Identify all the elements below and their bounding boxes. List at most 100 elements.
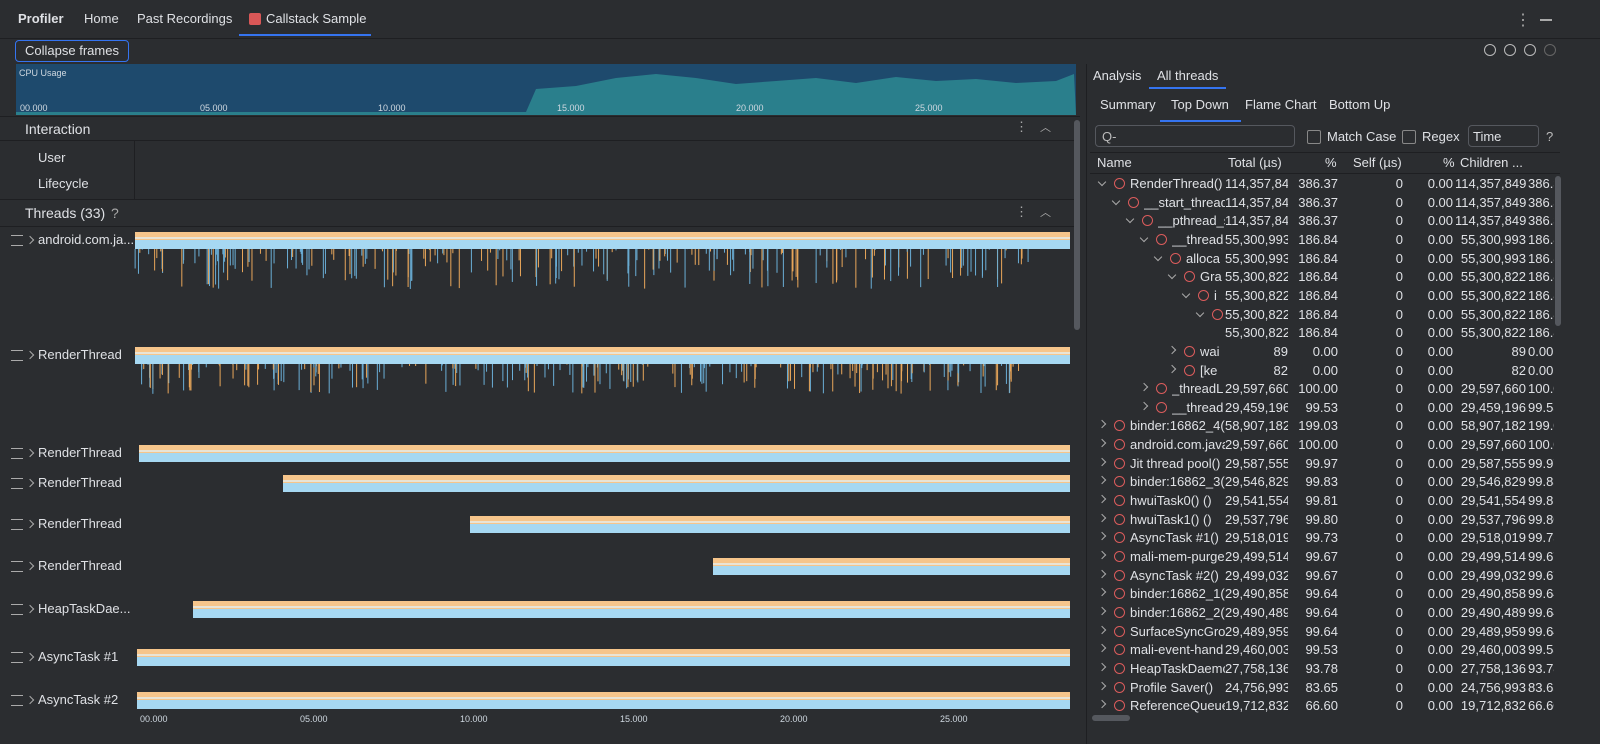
thread-name[interactable]: RenderThread	[38, 475, 122, 490]
expand-icon[interactable]	[1097, 550, 1107, 560]
column-header[interactable]: Name	[1097, 155, 1132, 170]
scrollbar[interactable]	[1092, 715, 1130, 721]
cpu-tick-label: 05.000	[200, 103, 228, 113]
track-icon[interactable]	[11, 652, 23, 663]
thread-name[interactable]: android.com.ja...	[38, 232, 135, 247]
expand-icon[interactable]	[1097, 438, 1107, 448]
tab[interactable]: Home	[84, 11, 119, 26]
method-icon	[1184, 271, 1195, 283]
track-icon[interactable]	[11, 350, 23, 361]
expand-icon[interactable]	[1167, 364, 1177, 373]
expand-icon[interactable]	[1139, 401, 1149, 411]
track-icon[interactable]	[11, 478, 23, 489]
expand-icon[interactable]	[1139, 382, 1149, 392]
timeline-tick-label: 05.000	[300, 714, 328, 724]
subtab[interactable]: Summary	[1100, 97, 1156, 112]
metric-value: 29,490,858	[1225, 586, 1288, 602]
zoom-out[interactable]	[1484, 44, 1496, 56]
method-name: Gra	[1200, 269, 1222, 285]
expand-icon[interactable]	[1097, 532, 1107, 541]
track-icon[interactable]	[11, 448, 23, 459]
track-icon[interactable]	[11, 519, 23, 530]
metric-value: 55,300,822	[1460, 325, 1526, 341]
panel-tab[interactable]: Analysis	[1093, 68, 1142, 83]
track-icon[interactable]	[11, 235, 23, 246]
track-icon[interactable]	[11, 561, 23, 572]
panel-tab[interactable]: All threads	[1149, 66, 1227, 89]
dropdown[interactable]: Time	[1468, 125, 1539, 147]
search-field[interactable]: Q-	[1095, 125, 1295, 147]
expand-icon[interactable]	[1167, 345, 1177, 355]
checkbox[interactable]	[1402, 130, 1416, 144]
expand-icon[interactable]	[1097, 625, 1107, 634]
checkbox[interactable]	[1307, 130, 1321, 144]
expand-icon[interactable]	[1097, 494, 1107, 504]
menu-icon[interactable]: ⋮	[1515, 12, 1531, 29]
tab[interactable]: Past Recordings	[137, 11, 233, 26]
expand-icon[interactable]	[1097, 644, 1107, 653]
column-header[interactable]: Total (µs)	[1228, 155, 1282, 170]
expand-icon[interactable]	[1195, 308, 1205, 317]
method-name: binder:16862_3()	[1130, 474, 1225, 490]
thread-name[interactable]: RenderThread	[38, 558, 122, 573]
expand-icon[interactable]	[1097, 588, 1107, 597]
thread-name[interactable]: RenderThread	[38, 516, 122, 531]
tab[interactable]: Callstack Sample	[239, 0, 371, 36]
expand-icon[interactable]	[1097, 476, 1107, 485]
column-header[interactable]: %	[1443, 155, 1455, 170]
expand-icon[interactable]	[1097, 681, 1107, 690]
thread-name[interactable]: RenderThread	[38, 347, 122, 362]
metric-value: 29,597,660	[1460, 437, 1526, 453]
section-menu[interactable]: ⋮	[1015, 119, 1028, 134]
thread-name[interactable]: AsyncTask #2	[38, 692, 119, 707]
metric-value: 99.81	[1305, 493, 1338, 509]
metric-value: 99.64	[1528, 586, 1554, 602]
column-header[interactable]: Self (µs)	[1353, 155, 1402, 170]
attach[interactable]	[1544, 44, 1556, 56]
subtab[interactable]: Top Down	[1160, 92, 1241, 122]
section-menu[interactable]: ⋮	[1015, 204, 1028, 219]
expand-icon[interactable]	[1139, 233, 1149, 243]
track-icon[interactable]	[11, 695, 23, 706]
column-header[interactable]: %	[1325, 155, 1337, 170]
method-name: android.com.java	[1130, 437, 1225, 453]
thread-name[interactable]: AsyncTask #1	[38, 649, 119, 664]
reset-zoom[interactable]	[1524, 44, 1536, 56]
metric-value: 99.64	[1305, 623, 1338, 639]
expand-icon[interactable]	[1153, 252, 1163, 261]
expand-icon[interactable]	[1111, 196, 1121, 205]
expand-icon[interactable]	[1097, 513, 1107, 522]
thread-name[interactable]: RenderThread	[38, 445, 122, 460]
expand-icon[interactable]	[1097, 177, 1107, 187]
subtab[interactable]: Bottom Up	[1329, 97, 1391, 112]
expand-icon[interactable]	[1181, 289, 1191, 299]
subtab[interactable]: Flame Chart	[1245, 97, 1317, 112]
expand-icon[interactable]	[1097, 420, 1107, 429]
expand-icon[interactable]	[1097, 606, 1107, 616]
divider	[134, 141, 135, 199]
metric-value: 0	[1395, 623, 1403, 639]
help-icon[interactable]: ?	[1546, 129, 1554, 144]
expand-icon[interactable]	[1097, 457, 1107, 466]
minimize-icon[interactable]	[1540, 19, 1552, 21]
scrollbar[interactable]	[1074, 120, 1080, 330]
track-icon[interactable]	[11, 604, 23, 615]
column-header[interactable]: Children ...	[1460, 155, 1523, 170]
zoom-in[interactable]	[1504, 44, 1516, 56]
timeline-tick-label: 25.000	[940, 714, 968, 724]
thread-name[interactable]: HeapTaskDae...	[38, 601, 131, 616]
metric-value: 55,300,993	[1225, 231, 1288, 247]
help-icon[interactable]: ?	[111, 205, 119, 221]
expand-icon[interactable]	[1167, 271, 1177, 280]
expand-icon[interactable]	[1125, 215, 1135, 224]
section-collapse[interactable]: ︿	[1040, 207, 1051, 219]
scrollbar[interactable]	[1555, 176, 1561, 326]
track-state	[139, 453, 1070, 462]
expand-icon[interactable]	[1097, 662, 1107, 672]
collapse-button[interactable]: Collapse frames	[15, 40, 129, 62]
expand-icon[interactable]	[1097, 699, 1107, 709]
method-icon	[1114, 606, 1125, 618]
expand-icon[interactable]	[1097, 569, 1107, 578]
metric-value: 0	[1395, 511, 1403, 527]
section-collapse[interactable]: ︿	[1040, 122, 1051, 134]
